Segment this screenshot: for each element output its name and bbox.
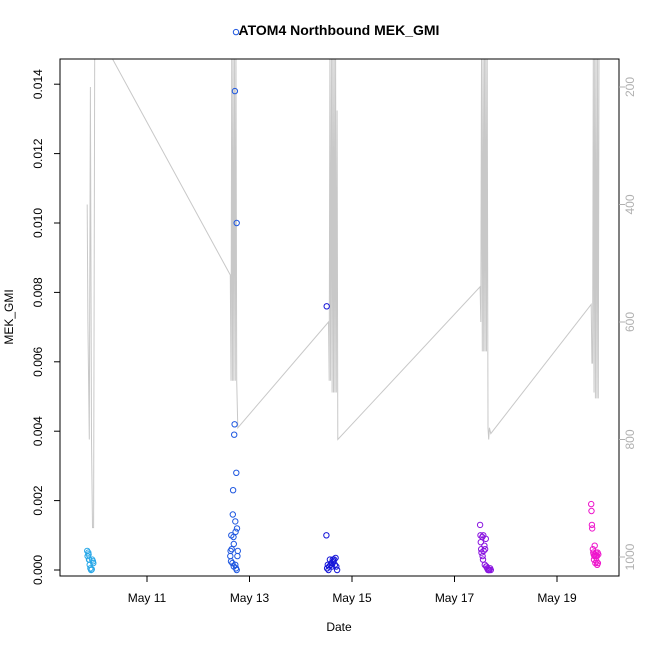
y-right-tick-label: 200 (623, 77, 637, 97)
data-point (323, 303, 330, 310)
x-axis: May 11 May 13 May 15 May 17 May 19 (128, 576, 577, 605)
data-point (482, 535, 489, 542)
data-point (588, 521, 596, 529)
data-point (234, 552, 241, 560)
x-tick-label: May 15 (332, 591, 372, 605)
data-point (231, 431, 238, 438)
data-point (476, 521, 484, 529)
data-point (233, 525, 241, 532)
y-right-tick-label: 400 (623, 194, 637, 214)
y-axis-left: 0.000 0.002 0.004 0.006 0.008 0.010 0.012 0.014 (31, 69, 60, 585)
data-point (477, 532, 484, 539)
data-point (88, 566, 96, 573)
series-5 (588, 500, 602, 568)
x-tick-label: May 11 (128, 591, 167, 605)
data-point (229, 487, 237, 494)
series-2 (227, 28, 242, 574)
data-point (233, 219, 240, 227)
data-point (232, 28, 240, 36)
chart-title: ATOM4 Northbound MEK_GMI (239, 22, 440, 38)
y-axis-right: 200 400 600 800 1000 (619, 77, 637, 570)
data-point (325, 566, 332, 574)
data-point (233, 469, 240, 476)
data-point (232, 518, 239, 525)
data-point (231, 87, 239, 95)
data-point (230, 540, 238, 548)
data-point (87, 566, 95, 574)
y-axis-title: MEK_GMI (2, 289, 16, 344)
data-point (481, 546, 489, 553)
data-point (227, 552, 234, 560)
x-tick-label: May 19 (537, 591, 577, 605)
data-point (228, 546, 235, 553)
y-tick-label: 0.010 (31, 208, 45, 238)
x-axis-title: Date (326, 620, 352, 634)
data-point (479, 556, 487, 563)
y-tick-label: 0.012 (31, 138, 45, 168)
data-point (227, 558, 235, 565)
depth-layer (86, 59, 600, 529)
data-point (589, 525, 596, 532)
data-point (90, 559, 97, 567)
data-point (323, 532, 330, 539)
data-point (229, 511, 237, 518)
y-tick-label: 0.014 (31, 69, 45, 99)
data-point (231, 421, 238, 428)
data-point (232, 528, 239, 535)
series-1 (84, 547, 97, 574)
data-point (594, 559, 602, 567)
data-point (230, 533, 237, 541)
plot-frame (59, 58, 620, 577)
data-point (331, 561, 339, 568)
y-tick-label: 0.006 (31, 346, 45, 376)
x-tick-label: May 13 (230, 591, 270, 605)
y-right-tick-label: 600 (623, 312, 637, 332)
data-point (588, 500, 595, 508)
data-point (593, 552, 601, 560)
data-point (591, 542, 598, 549)
series-4 (476, 521, 494, 574)
y-tick-label: 0.004 (31, 416, 45, 446)
data-point (481, 542, 488, 549)
data-point (332, 554, 339, 562)
data-point (588, 507, 595, 515)
data-point (333, 566, 341, 574)
y-tick-label: 0.008 (31, 277, 45, 307)
depth-line (86, 59, 600, 529)
y-tick-label: 0.000 (31, 555, 45, 585)
y-tick-label: 0.002 (31, 485, 45, 515)
series-3 (323, 303, 341, 574)
data-point (487, 566, 494, 574)
data-point (333, 563, 340, 570)
x-tick-label: May 17 (435, 591, 475, 605)
y-right-tick-label: 1000 (623, 543, 637, 570)
data-point (234, 547, 242, 555)
y-right-tick-label: 800 (623, 429, 637, 449)
points-layer (84, 28, 602, 574)
data-point (595, 551, 602, 558)
data-point (230, 563, 238, 570)
